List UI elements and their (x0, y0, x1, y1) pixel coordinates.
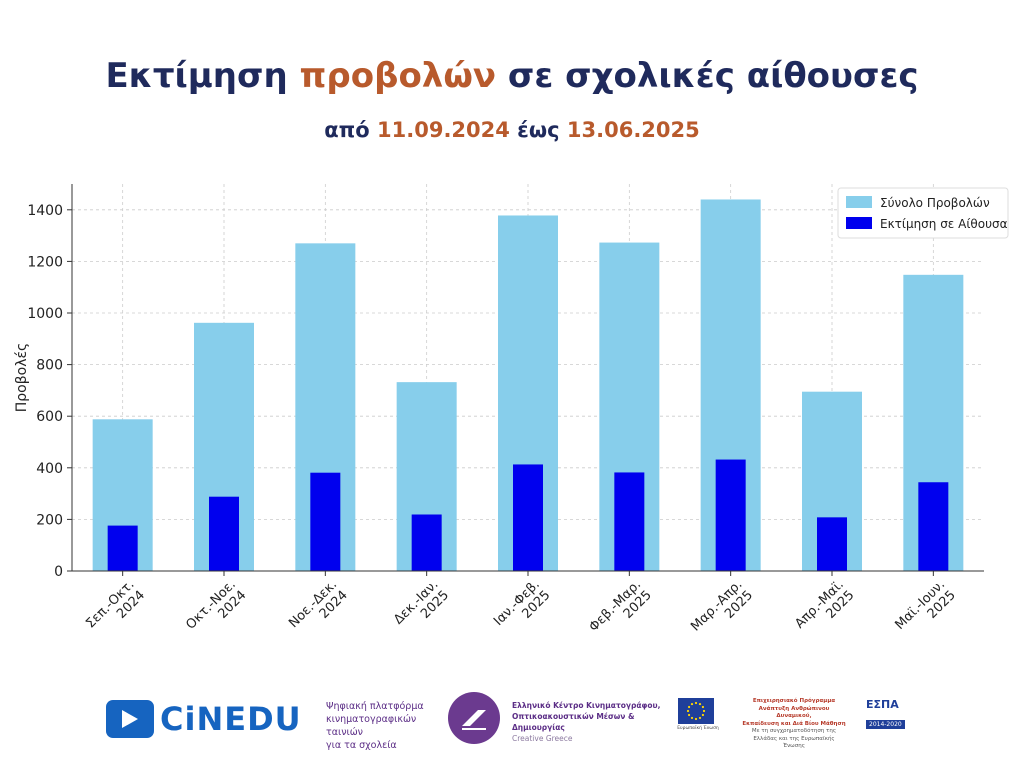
bar-classroom (513, 464, 543, 571)
bar-classroom (107, 525, 138, 571)
gfc-logo-icon (448, 692, 500, 744)
y-tick-label: 400 (36, 461, 63, 477)
x-tick-label: Απρ.-Μαϊ.2025 (792, 577, 857, 642)
play-icon (106, 700, 154, 738)
y-tick-label: 1200 (27, 254, 63, 270)
x-tick-label: Νοε.-Δεκ.2024 (286, 577, 351, 642)
x-tick-label: Σεπ.-Οκτ.2024 (83, 577, 148, 642)
x-tick-label: Οκτ.-Νοε.2024 (183, 577, 249, 643)
y-tick-label: 1000 (27, 306, 63, 322)
bar-classroom (817, 517, 847, 571)
x-tick-label: Δεκ.-Ιαν.2025 (391, 577, 452, 638)
y-tick-label: 800 (36, 358, 63, 374)
legend-box (837, 187, 1009, 239)
bar-classroom (918, 482, 949, 571)
bar-classroom (614, 472, 645, 571)
legend-label: Εκτίμηση σε Αίθουσα (880, 217, 1008, 231)
legend-swatch (846, 217, 872, 229)
x-tick-label: Ιαν.-Φεβ.2025 (491, 577, 553, 639)
gfc-name: Ελληνικό Κέντρο Κινηματογράφου, Οπτικοακ… (512, 701, 661, 743)
footer-logos: CiNEDU Ψηφιακή πλατφόρμα κινηματογραφικώ… (0, 684, 1024, 754)
eu-flag-icon (678, 698, 714, 724)
y-tick-label: 200 (36, 512, 63, 528)
bar-classroom (411, 514, 442, 571)
y-tick-label: 0 (54, 564, 63, 580)
legend-swatch (846, 196, 872, 208)
platform-description: Ψηφιακή πλατφόρμα κινηματογραφικών ταινι… (326, 701, 424, 751)
y-tick-label: 1400 (27, 203, 63, 219)
page-subtitle: από 11.09.2024 έως 13.06.2025 (324, 118, 700, 142)
bar-classroom (310, 472, 341, 571)
operational-programme: Επιχειρησιακό Πρόγραμμα Ανάπτυξη Ανθρώπι… (742, 698, 846, 749)
x-tick-label: Μαρ.-Απρ.2025 (688, 577, 756, 645)
y-axis-label: Προβολές (14, 343, 30, 413)
legend-label: Σύνολο Προβολών (880, 196, 990, 210)
y-tick-label: 600 (36, 409, 63, 425)
bar-chart: 0 200 400 600 800 1000 1200 1400 Σεπ.-Οκτ.2024 Οκ… (14, 184, 1009, 645)
bar-classroom (209, 496, 239, 571)
x-tick-label: Φεβ.-Μαρ.2025 (586, 577, 654, 645)
x-tick-label: Μαϊ.-Ιουν.2025 (892, 577, 958, 643)
eu-caption: Ευρωπαϊκή Ένωση (677, 726, 719, 731)
espa-logo: ΕΣΠΑ 2014-2020 (866, 698, 918, 729)
cinedu-logo: CiNEDU (106, 698, 302, 740)
bar-classroom (715, 459, 746, 571)
page-title: Εκτίμηση προβολών σε σχολικές αίθουσες (105, 56, 919, 96)
